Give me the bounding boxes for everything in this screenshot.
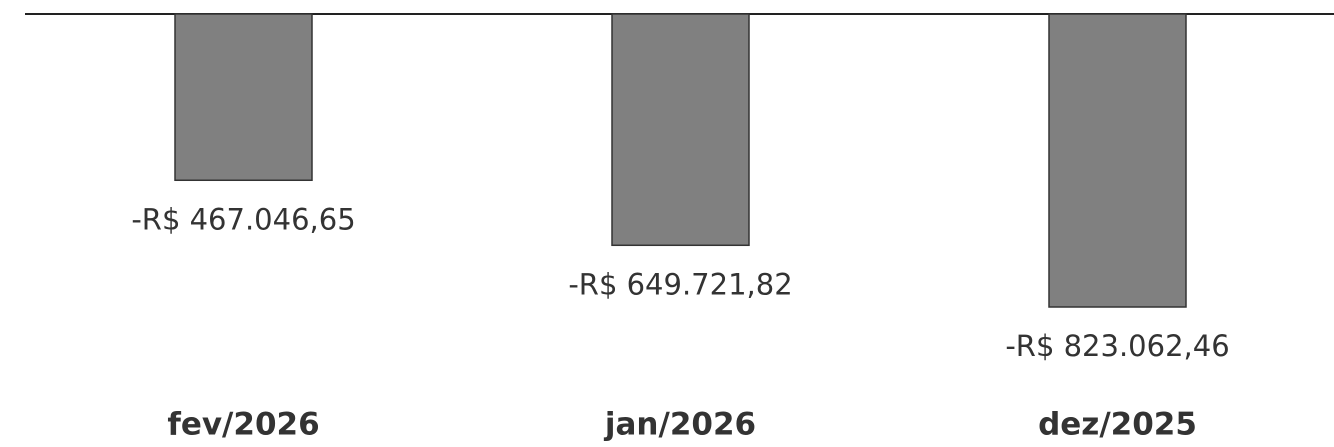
bar <box>1048 13 1187 308</box>
value-label: -R$ 649.721,82 <box>568 267 792 301</box>
x-tick-label: jan/2026 <box>603 407 756 443</box>
bar <box>611 13 750 247</box>
value-label: -R$ 467.046,65 <box>131 202 355 236</box>
value-label: -R$ 823.062,46 <box>1005 329 1229 363</box>
bar <box>174 13 313 182</box>
x-tick-label: fev/2026 <box>167 407 319 443</box>
x-tick-label: dez/2025 <box>1038 407 1197 443</box>
